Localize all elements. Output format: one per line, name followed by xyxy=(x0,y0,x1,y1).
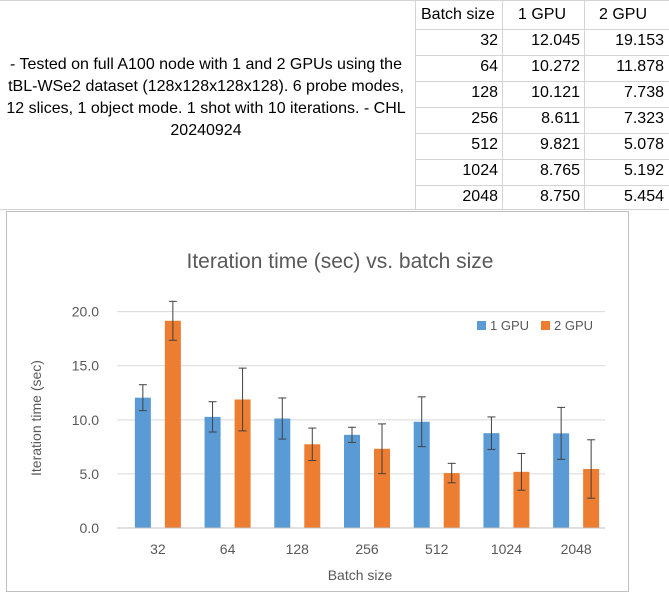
row-gridline xyxy=(415,159,669,160)
bar-1-gpu[interactable] xyxy=(483,433,500,528)
y-tick-label: 15.0 xyxy=(72,358,99,374)
column-gridline xyxy=(584,0,585,210)
gpu2-time-cell[interactable]: 5.454 xyxy=(623,188,664,205)
bar-2-gpu[interactable] xyxy=(164,320,181,528)
chart-title: Iteration time (sec) vs. batch size xyxy=(187,250,494,273)
bar-2-gpu[interactable] xyxy=(513,471,530,528)
bar-1-gpu[interactable] xyxy=(413,421,430,528)
gpu1-time-cell[interactable]: 8.765 xyxy=(539,162,580,179)
legend-label: 2 GPU xyxy=(554,318,593,333)
batch-size-cell[interactable]: 256 xyxy=(471,110,498,127)
gpu1-time-cell[interactable]: 12.045 xyxy=(531,32,580,49)
gpu1-time-cell[interactable]: 10.121 xyxy=(531,84,580,101)
column-gridline xyxy=(415,0,416,210)
bar-1-gpu[interactable] xyxy=(204,416,221,528)
bar-2-gpu[interactable] xyxy=(234,399,251,528)
row-gridline xyxy=(0,209,669,210)
gpu2-time-cell[interactable]: 11.878 xyxy=(616,58,664,75)
gpu1-time-cell[interactable]: 10.272 xyxy=(531,58,580,75)
bar-1-gpu[interactable] xyxy=(134,397,151,528)
bar-1-gpu[interactable] xyxy=(553,433,570,528)
bar-2-gpu[interactable] xyxy=(374,448,390,528)
header-batch-size[interactable]: Batch size xyxy=(421,6,495,23)
header-2-gpu[interactable]: 2 GPU xyxy=(599,6,648,23)
row-gridline xyxy=(415,81,669,82)
legend-swatch-2-gpu xyxy=(541,321,550,330)
x-tick-label: 256 xyxy=(355,541,379,557)
gpu1-time-cell[interactable]: 8.750 xyxy=(539,188,580,205)
batch-size-cell[interactable]: 512 xyxy=(471,136,498,153)
row-gridline xyxy=(415,107,669,108)
x-tick-label: 128 xyxy=(286,541,310,557)
batch-size-cell[interactable]: 32 xyxy=(480,32,498,49)
bar-1-gpu[interactable] xyxy=(344,434,360,528)
bar-chart-svg: Iteration time (sec) vs. batch size Iter… xyxy=(28,250,605,583)
legend-swatch-1-gpu xyxy=(477,321,486,330)
legend-label: 1 GPU xyxy=(490,318,529,333)
gpu2-time-cell[interactable]: 7.323 xyxy=(623,110,664,127)
gpu2-time-cell[interactable]: 19.153 xyxy=(615,32,664,49)
bar-1-gpu[interactable] xyxy=(274,418,291,528)
x-tick-label: 1024 xyxy=(491,541,522,557)
x-tick-label: 512 xyxy=(425,541,449,557)
row-gridline xyxy=(415,185,669,186)
x-tick-label: 2048 xyxy=(561,541,592,557)
batch-size-cell[interactable]: 64 xyxy=(480,58,498,75)
x-tick-label: 32 xyxy=(150,541,166,557)
row-gridline xyxy=(0,0,669,1)
row-gridline xyxy=(415,133,669,134)
y-tick-label: 10.0 xyxy=(72,412,99,428)
y-tick-label: 20.0 xyxy=(72,304,99,320)
y-tick-label: 0.0 xyxy=(80,520,100,536)
test-note: - Tested on full A100 node with 1 and 2 … xyxy=(6,56,406,139)
gpu2-time-cell[interactable]: 5.192 xyxy=(623,162,664,179)
bar-2-gpu[interactable] xyxy=(443,473,460,528)
column-gridline xyxy=(502,0,503,210)
gpu1-time-cell[interactable]: 9.821 xyxy=(539,136,580,153)
x-axis-label: Batch size xyxy=(328,567,393,583)
row-gridline xyxy=(415,55,669,56)
x-tick-label: 64 xyxy=(220,541,236,557)
gpu2-time-cell[interactable]: 5.078 xyxy=(623,136,664,153)
chart[interactable]: Iteration time (sec) vs. batch size Iter… xyxy=(6,211,629,592)
row-gridline xyxy=(415,29,669,30)
batch-size-cell[interactable]: 2048 xyxy=(462,188,498,205)
batch-size-cell[interactable]: 1024 xyxy=(462,162,498,179)
y-axis-label: Iteration time (sec) xyxy=(28,360,44,476)
batch-size-cell[interactable]: 128 xyxy=(471,84,498,101)
y-tick-label: 5.0 xyxy=(80,466,100,482)
header-1-gpu[interactable]: 1 GPU xyxy=(518,6,567,23)
gpu2-time-cell[interactable]: 7.738 xyxy=(623,84,664,101)
bar-2-gpu[interactable] xyxy=(304,444,321,528)
gpu1-time-cell[interactable]: 8.611 xyxy=(541,110,580,127)
